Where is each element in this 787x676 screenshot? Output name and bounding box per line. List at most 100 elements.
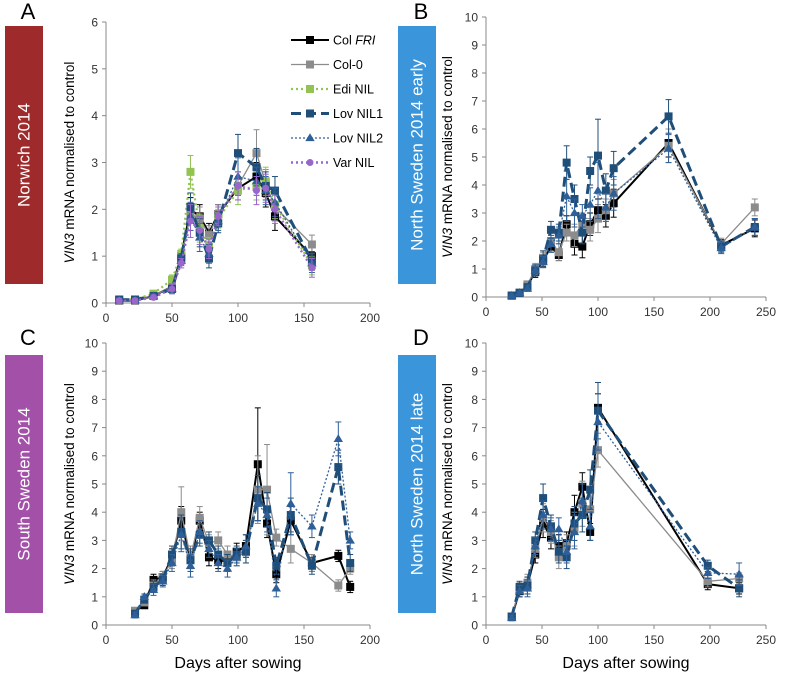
site-label: North Sweden 2014 late bbox=[408, 393, 427, 575]
marker-triangle bbox=[195, 527, 205, 536]
y-tick-label: 4 bbox=[91, 109, 98, 123]
marker-triangle bbox=[305, 133, 315, 142]
y-tick-label: 10 bbox=[85, 337, 99, 351]
legend-label: Var NIL bbox=[333, 156, 374, 170]
series-line bbox=[511, 145, 756, 297]
marker-triangle bbox=[546, 524, 556, 533]
x-tick-label: 0 bbox=[103, 633, 110, 647]
marker-triangle bbox=[546, 239, 556, 247]
marker-circle bbox=[271, 205, 279, 213]
legend-label-text: Lov NIL1 bbox=[333, 107, 383, 121]
legend-label-text: Lov NIL2 bbox=[333, 132, 383, 146]
marker-triangle bbox=[703, 568, 713, 576]
marker-square bbox=[307, 240, 316, 249]
legend-label: Col-0 bbox=[333, 58, 363, 72]
marker-square bbox=[562, 228, 571, 237]
marker-triangle bbox=[593, 417, 603, 426]
x-tick-label: 100 bbox=[228, 311, 248, 325]
y-tick-label: 4 bbox=[91, 506, 98, 520]
legend-label-italic: FRI bbox=[355, 34, 376, 48]
marker-triangle bbox=[577, 496, 588, 505]
marker-square bbox=[586, 167, 595, 175]
panel-letter: C bbox=[20, 325, 36, 350]
series-line bbox=[134, 463, 352, 612]
series-line bbox=[119, 184, 313, 302]
x-tick-label: 50 bbox=[165, 311, 179, 325]
marker-triangle bbox=[167, 558, 177, 567]
marker-square bbox=[286, 544, 295, 553]
marker-square bbox=[168, 275, 176, 284]
marker-circle bbox=[234, 182, 242, 190]
x-tick-label: 100 bbox=[588, 633, 608, 647]
y-tick-label: 3 bbox=[471, 207, 478, 221]
x-tick-label: 50 bbox=[165, 633, 179, 647]
marker-triangle bbox=[253, 498, 263, 507]
y-tick-label: 7 bbox=[471, 95, 478, 109]
marker-triangle bbox=[148, 585, 159, 593]
marker-square bbox=[204, 231, 213, 240]
y-tick-label: 2 bbox=[91, 203, 98, 217]
marker-square bbox=[306, 36, 314, 44]
marker-triangle bbox=[514, 288, 525, 296]
marker-square bbox=[306, 60, 314, 69]
marker-circle bbox=[214, 212, 222, 220]
marker-triangle bbox=[750, 222, 760, 231]
legend-label: Edi NIL bbox=[333, 83, 374, 97]
x-tick-label: 250 bbox=[756, 305, 776, 319]
marker-triangle bbox=[514, 586, 525, 595]
y-tick-label: 4 bbox=[471, 506, 478, 520]
y-tick-label: 2 bbox=[471, 562, 478, 576]
marker-square bbox=[346, 582, 355, 591]
series-lov-nil2 bbox=[507, 134, 760, 299]
x-tick-label: 100 bbox=[588, 305, 608, 319]
y-tick-label: 3 bbox=[91, 156, 98, 170]
legend-label: Lov NIL1 bbox=[333, 107, 383, 121]
y-tick-label: 8 bbox=[91, 393, 98, 407]
marker-triangle bbox=[538, 510, 548, 519]
marker-square bbox=[306, 85, 314, 93]
site-label: South Sweden 2014 bbox=[15, 407, 34, 560]
y-axis-title-gene: VIN3 bbox=[440, 227, 455, 258]
marker-square bbox=[578, 228, 587, 237]
site-badge bbox=[398, 355, 436, 613]
marker-triangle bbox=[530, 541, 540, 550]
marker-square bbox=[306, 109, 314, 118]
marker-triangle bbox=[345, 535, 355, 544]
marker-circle bbox=[308, 264, 316, 272]
x-tick-label: 150 bbox=[294, 311, 314, 325]
marker-circle bbox=[205, 245, 213, 253]
marker-square bbox=[562, 158, 571, 167]
y-axis-title-gene: VIN3 bbox=[62, 233, 77, 264]
marker-triangle bbox=[734, 569, 744, 578]
series-line bbox=[511, 114, 756, 298]
marker-square bbox=[735, 584, 744, 593]
y-tick-label: 5 bbox=[91, 62, 98, 76]
y-axis-title: VIN3 mRNA normalised to control bbox=[440, 383, 455, 585]
marker-square bbox=[307, 561, 316, 570]
marker-triangle bbox=[663, 143, 674, 152]
marker-circle bbox=[150, 293, 157, 301]
y-tick-label: 8 bbox=[471, 393, 478, 407]
marker-triangle bbox=[593, 185, 603, 194]
marker-triangle bbox=[554, 230, 564, 239]
marker-square bbox=[334, 551, 343, 560]
marker-square bbox=[750, 203, 759, 212]
marker-square bbox=[609, 164, 618, 173]
y-tick-label: 1 bbox=[91, 590, 98, 604]
marker-circle bbox=[115, 297, 123, 305]
y-axis-title: VIN3 mRNA normalised to control bbox=[62, 383, 77, 585]
marker-circle bbox=[187, 217, 194, 225]
y-tick-label: 0 bbox=[471, 619, 478, 633]
y-tick-label: 4 bbox=[471, 179, 478, 193]
y-axis-title: VIN3 mRNA normalised to control bbox=[440, 56, 455, 258]
marker-triangle bbox=[561, 191, 572, 200]
marker-triangle bbox=[241, 541, 251, 550]
panel-letter: B bbox=[414, 0, 429, 24]
y-axis-title-rest: mRNA normalised to control bbox=[440, 383, 455, 555]
site-label: North Sweden 2014 early bbox=[408, 59, 427, 251]
marker-triangle bbox=[585, 199, 595, 208]
legend-label-text: Col-0 bbox=[333, 58, 363, 72]
x-tick-label: 0 bbox=[483, 633, 490, 647]
x-tick-label: 200 bbox=[700, 633, 720, 647]
site-badge bbox=[5, 26, 43, 284]
